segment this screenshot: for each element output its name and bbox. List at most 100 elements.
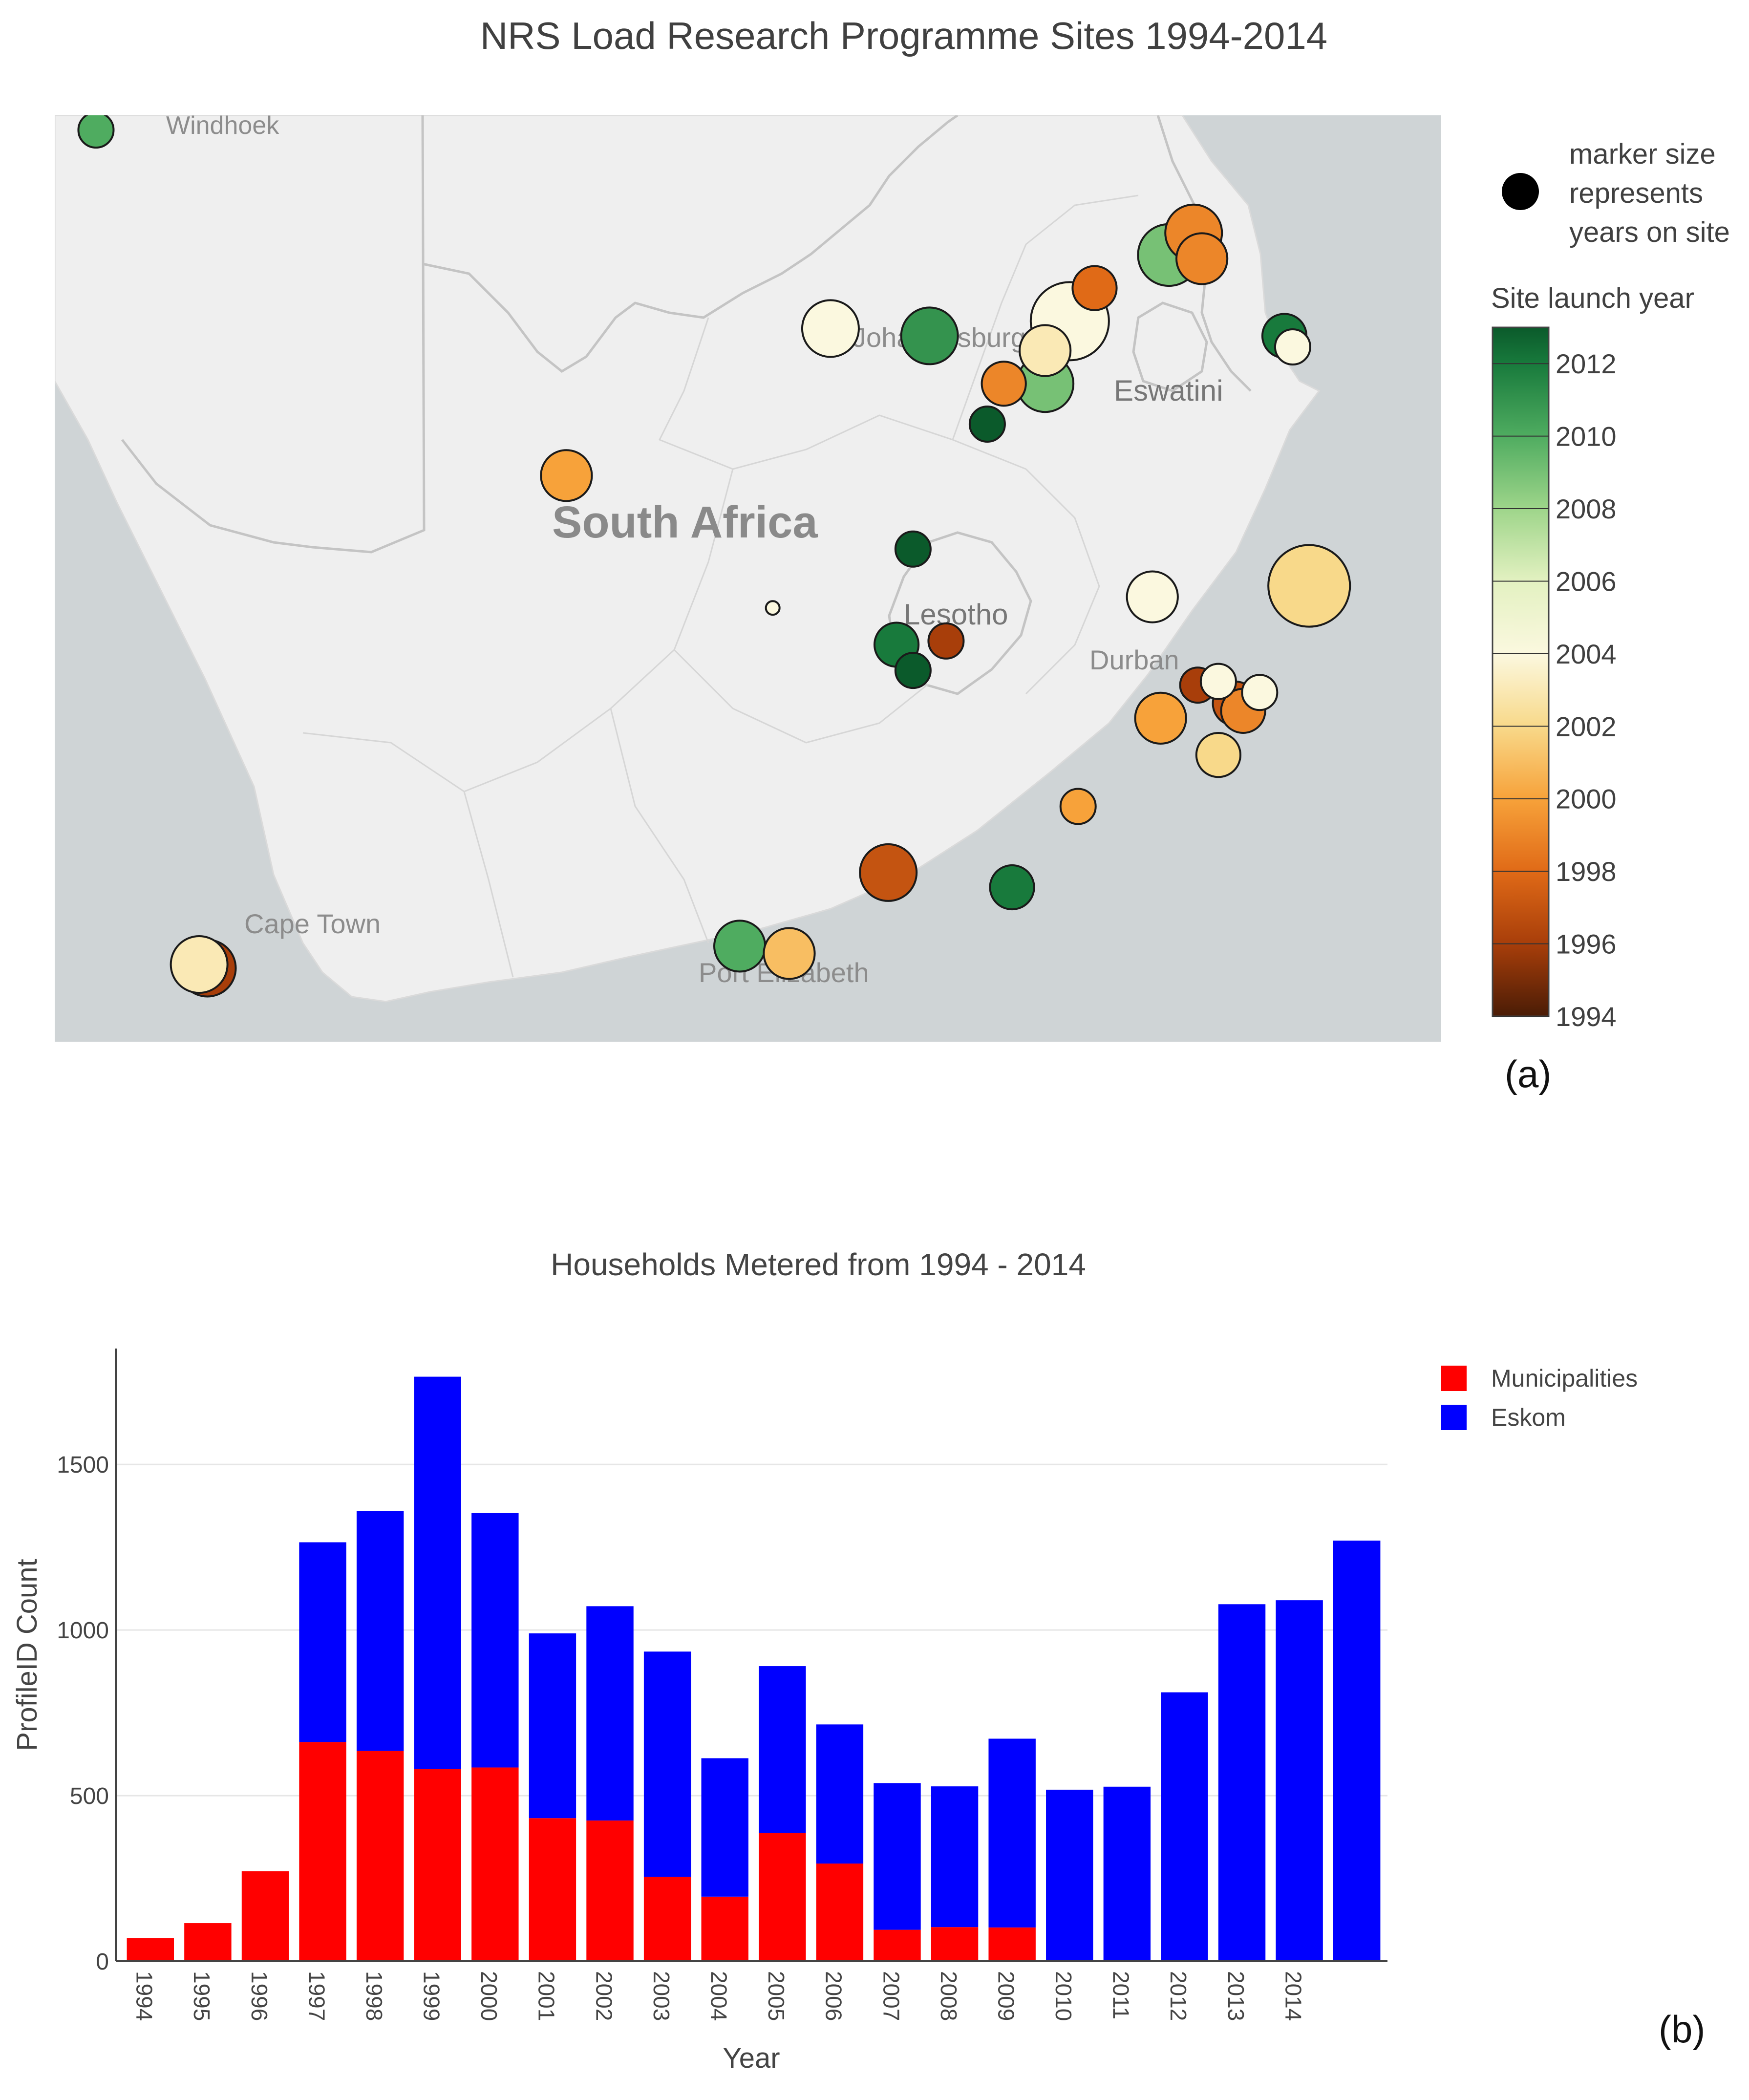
colorbar-tick-label: 1998	[1556, 856, 1617, 887]
site-marker[interactable]	[859, 843, 918, 902]
legend-swatch-eskom	[1441, 1405, 1467, 1430]
site-marker[interactable]	[77, 112, 115, 149]
site-marker[interactable]	[763, 927, 816, 980]
bar-municipalities[interactable]	[759, 1832, 806, 1961]
bar-municipalities[interactable]	[471, 1767, 519, 1961]
site-markers[interactable]	[77, 112, 1351, 998]
x-tick-label: 1999	[419, 1971, 445, 2021]
map-province-lines	[302, 194, 1139, 978]
y-axis-label: ProfileID Count	[11, 1559, 43, 1751]
bar-eskom[interactable]	[356, 1511, 404, 1751]
map-area[interactable]: Windhoek Johannesburg Eswatini South Afr…	[55, 111, 1441, 1042]
map-borders	[121, 115, 1252, 695]
bar-eskom[interactable]	[299, 1542, 346, 1742]
x-tick-label: 2007	[878, 1971, 904, 2021]
site-marker[interactable]	[1274, 328, 1311, 365]
site-marker[interactable]	[170, 935, 229, 994]
site-marker[interactable]	[765, 600, 781, 616]
bar-municipalities[interactable]	[356, 1751, 404, 1961]
site-marker[interactable]	[1267, 544, 1351, 628]
x-tick-label: 2010	[1051, 1971, 1076, 2021]
site-marker[interactable]	[981, 361, 1027, 407]
x-tick-label: 2005	[764, 1971, 789, 2021]
site-marker[interactable]	[894, 652, 932, 689]
site-marker[interactable]	[1195, 732, 1242, 778]
bar-municipalities[interactable]	[931, 1927, 979, 1961]
map-label-eswatini: Eswatini	[1114, 374, 1223, 407]
x-axis-ticks: 1994 1995 1996 1997 1998 1999 2000 2001 2002 2003…	[132, 1971, 1306, 2021]
bar-eskom[interactable]	[988, 1738, 1036, 1928]
colorbar-tick-label: 2008	[1556, 493, 1617, 524]
bar-eskom[interactable]	[1333, 1541, 1381, 1961]
site-marker[interactable]	[1175, 232, 1229, 285]
bar-eskom[interactable]	[471, 1513, 519, 1768]
bar-eskom[interactable]	[759, 1666, 806, 1833]
x-axis-label: Year	[723, 2042, 780, 2074]
bar-municipalities[interactable]	[299, 1742, 346, 1961]
site-marker[interactable]	[1059, 788, 1097, 825]
legend-label-municipalities: Municipalities	[1491, 1365, 1638, 1392]
map-title: NRS Load Research Programme Sites 1994-2…	[480, 14, 1327, 57]
x-tick-label: 2012	[1166, 1971, 1191, 2021]
size-legend: marker size represents years on site	[1502, 138, 1730, 248]
bar-series[interactable]	[127, 1376, 1381, 1961]
bar-eskom[interactable]	[701, 1758, 748, 1897]
bar-municipalities[interactable]	[643, 1877, 691, 1961]
bar-municipalities[interactable]	[414, 1769, 461, 1961]
site-marker[interactable]	[801, 299, 860, 358]
x-tick-label: 1994	[132, 1971, 157, 2021]
x-tick-label: 2013	[1223, 1971, 1249, 2021]
bar-eskom[interactable]	[529, 1633, 576, 1819]
bar-municipalities[interactable]	[816, 1864, 864, 1961]
bar-eskom[interactable]	[414, 1376, 461, 1769]
x-tick-label: 2006	[821, 1971, 847, 2021]
x-tick-label: 2003	[649, 1971, 674, 2021]
bar-municipalities[interactable]	[874, 1929, 921, 1961]
colorbar-tick-label: 2010	[1556, 421, 1617, 452]
bar-municipalities[interactable]	[586, 1820, 634, 1961]
site-marker[interactable]	[894, 530, 932, 568]
x-tick-label: 1995	[189, 1971, 214, 2021]
bar-eskom[interactable]	[1276, 1600, 1323, 1961]
map-label-cape-town: Cape Town	[244, 908, 381, 939]
bar-eskom[interactable]	[931, 1786, 979, 1928]
bar-eskom[interactable]	[643, 1651, 691, 1877]
size-legend-line2: represents	[1569, 177, 1703, 209]
site-marker[interactable]	[989, 864, 1035, 911]
x-tick-label: 2009	[993, 1971, 1019, 2021]
site-marker[interactable]	[1071, 265, 1118, 311]
site-marker[interactable]	[1019, 324, 1072, 377]
colorbar-tick-label: 2004	[1556, 639, 1617, 669]
site-marker[interactable]	[1134, 691, 1187, 745]
colorbar-tick-label: 1994	[1556, 1001, 1617, 1032]
site-marker[interactable]	[927, 622, 965, 660]
y-tick-label: 1000	[57, 1618, 109, 1644]
bar-municipalities[interactable]	[988, 1927, 1036, 1961]
bar-eskom[interactable]	[1103, 1786, 1151, 1961]
bar-eskom[interactable]	[1046, 1789, 1093, 1961]
map-land	[55, 115, 1321, 1003]
site-marker[interactable]	[900, 306, 959, 365]
bar-municipalities[interactable]	[529, 1818, 576, 1961]
bar-eskom[interactable]	[586, 1606, 634, 1821]
bar-eskom[interactable]	[816, 1724, 864, 1864]
bar-municipalities[interactable]	[184, 1923, 232, 1961]
site-marker[interactable]	[540, 449, 593, 502]
bar-eskom[interactable]	[874, 1783, 921, 1930]
site-marker[interactable]	[1199, 663, 1237, 700]
colorbar-ticks: 2012 2010 2008 2006 2004 2002 2000 1998 1996 1994	[1493, 348, 1617, 1032]
bar-eskom[interactable]	[1218, 1604, 1266, 1961]
bar-eskom[interactable]	[1161, 1692, 1208, 1961]
site-marker[interactable]	[968, 406, 1006, 443]
bar-legend: Municipalities Eskom	[1441, 1365, 1638, 1431]
bar-municipalities[interactable]	[241, 1871, 289, 1961]
bar-municipalities[interactable]	[127, 1938, 174, 1961]
panel-b-label: (b)	[1659, 2008, 1705, 2051]
map-label-windhoek: Windhoek	[166, 111, 279, 140]
site-marker[interactable]	[713, 920, 767, 973]
bar-municipalities[interactable]	[701, 1896, 748, 1961]
site-marker[interactable]	[1241, 674, 1279, 711]
site-marker[interactable]	[1126, 570, 1179, 623]
colorbar-gradient	[1492, 326, 1550, 1017]
